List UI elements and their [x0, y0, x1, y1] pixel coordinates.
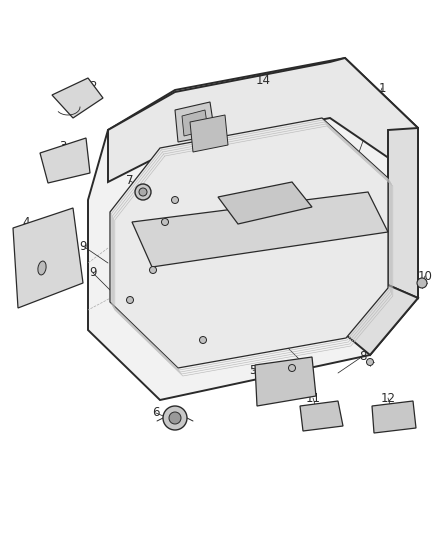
Circle shape	[127, 296, 134, 303]
Circle shape	[139, 188, 147, 196]
Text: 5: 5	[249, 364, 257, 376]
Text: 8: 8	[142, 241, 150, 254]
Polygon shape	[218, 182, 312, 224]
Polygon shape	[346, 285, 418, 355]
Polygon shape	[175, 102, 215, 142]
Text: 9: 9	[79, 239, 87, 253]
Polygon shape	[182, 110, 208, 136]
Text: 1: 1	[378, 82, 386, 94]
Circle shape	[169, 412, 181, 424]
Text: 11: 11	[305, 392, 321, 405]
Circle shape	[149, 266, 156, 273]
Circle shape	[199, 336, 206, 343]
Circle shape	[163, 406, 187, 430]
Text: 6: 6	[152, 407, 160, 419]
Text: 3: 3	[59, 140, 67, 152]
Text: 12: 12	[381, 392, 396, 405]
Circle shape	[172, 197, 179, 204]
Text: 9: 9	[89, 266, 97, 279]
Circle shape	[289, 365, 296, 372]
Polygon shape	[88, 58, 418, 400]
Text: 8: 8	[147, 187, 155, 199]
Polygon shape	[108, 58, 418, 182]
Polygon shape	[300, 401, 343, 431]
Text: 2: 2	[89, 79, 97, 93]
Polygon shape	[255, 357, 316, 406]
Circle shape	[162, 219, 169, 225]
Text: 4: 4	[22, 216, 30, 230]
Text: 8: 8	[184, 306, 192, 319]
Circle shape	[367, 359, 374, 366]
Text: 8: 8	[359, 350, 367, 362]
Polygon shape	[190, 115, 228, 152]
Polygon shape	[40, 138, 90, 183]
Circle shape	[417, 278, 427, 288]
Polygon shape	[13, 208, 83, 308]
Text: 8: 8	[279, 336, 287, 350]
Polygon shape	[110, 118, 388, 368]
Polygon shape	[388, 128, 418, 298]
Polygon shape	[372, 401, 416, 433]
Polygon shape	[132, 192, 388, 267]
Polygon shape	[52, 78, 103, 118]
Circle shape	[135, 184, 151, 200]
Text: 14: 14	[255, 74, 271, 86]
Text: 7: 7	[126, 174, 134, 188]
Ellipse shape	[38, 261, 46, 275]
Text: 10: 10	[417, 270, 432, 282]
